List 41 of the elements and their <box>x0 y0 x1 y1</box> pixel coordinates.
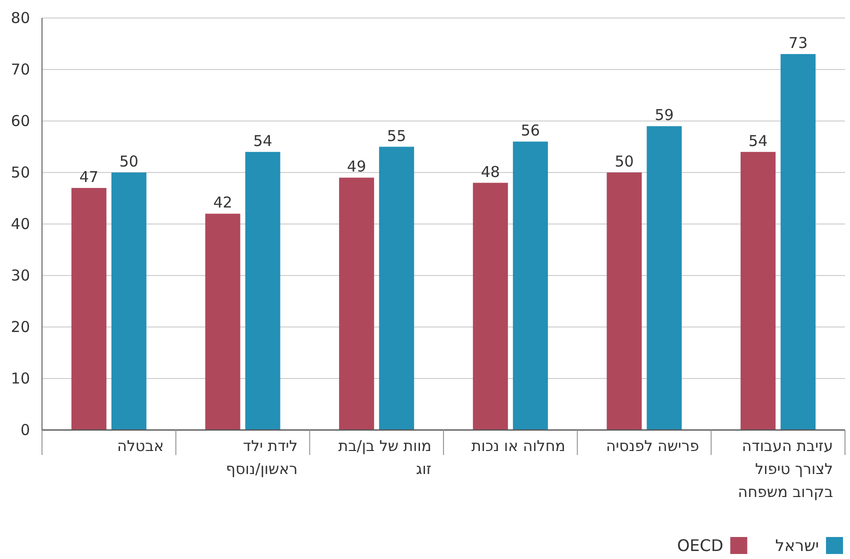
bar <box>379 146 414 430</box>
data-label: 49 <box>347 158 366 176</box>
data-label: 54 <box>253 132 272 150</box>
data-label: 50 <box>119 152 138 170</box>
bar <box>339 178 374 430</box>
data-label: 47 <box>79 168 98 186</box>
bar <box>646 126 682 430</box>
y-tick-label: 50 <box>10 164 30 182</box>
data-label: 55 <box>387 126 406 145</box>
x-tick-label: מוות של בן/בת זוג <box>338 437 432 478</box>
y-tick-label: 80 <box>10 9 30 27</box>
bar <box>205 214 240 430</box>
x-tick-label: מחלוה או נכות <box>471 437 566 455</box>
data-label: 56 <box>520 122 540 140</box>
legend-label: OECD <box>677 536 724 555</box>
y-tick-label: 0 <box>20 421 30 439</box>
x-tick-label: לידת ילד ראשון/נוסף <box>226 437 298 478</box>
y-tick-label: 10 <box>10 370 30 388</box>
data-label: 59 <box>654 106 674 124</box>
bar <box>780 54 816 430</box>
data-label: 73 <box>788 34 808 52</box>
bar <box>472 182 508 430</box>
bar <box>512 142 548 430</box>
data-label: 54 <box>748 132 768 150</box>
y-tick-label: 30 <box>10 266 30 284</box>
bar <box>111 172 146 430</box>
x-tick-label: אבטלה <box>117 437 164 455</box>
data-label: 50 <box>614 152 634 170</box>
y-tick-label: 70 <box>10 60 30 78</box>
legend-label: ישראל <box>775 536 819 555</box>
bar <box>245 152 280 430</box>
y-tick-label: 60 <box>10 112 30 130</box>
x-tick-label: פרישה לפנסיה <box>606 437 700 455</box>
bar <box>71 188 106 430</box>
y-tick-label: 20 <box>10 318 30 336</box>
x-tick-label: עזיבת העבודה לצורך טיפול בקרוב משפחה <box>738 437 834 501</box>
bar <box>740 152 776 430</box>
bar <box>606 172 642 430</box>
data-label: 48 <box>480 162 500 181</box>
y-tick-label: 40 <box>10 215 30 233</box>
data-label: 42 <box>213 194 232 212</box>
